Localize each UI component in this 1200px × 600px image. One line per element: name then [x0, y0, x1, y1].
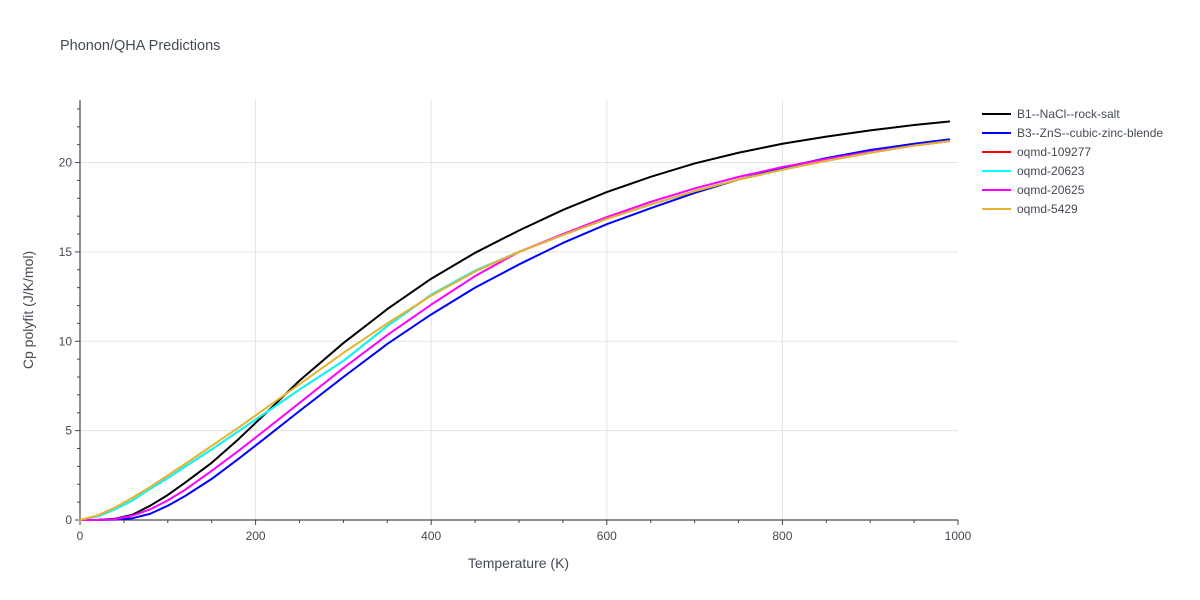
- x-tick-label: 600: [597, 529, 617, 543]
- y-tick-label: 20: [59, 156, 73, 170]
- legend-label-oqmd-20623[interactable]: oqmd-20623: [1017, 164, 1085, 178]
- x-tick-label: 800: [772, 529, 792, 543]
- y-tick-label: 10: [59, 334, 73, 348]
- legend-label-b1-nacl-rock-salt[interactable]: B1--NaCl--rock-salt: [1017, 107, 1120, 121]
- series-lines: [79, 120, 951, 521]
- x-tick-label: 400: [421, 529, 441, 543]
- y-tick-labels: 0 5 10 15 20: [59, 156, 73, 527]
- series-line-b3-zns-cubic-zinc-blende: [79, 138, 951, 521]
- legend-label-oqmd-5429[interactable]: oqmd-5429: [1017, 202, 1078, 216]
- chart-title: Phonon/QHA Predictions: [60, 38, 220, 54]
- y-tick-label: 5: [65, 424, 72, 438]
- legend-label-oqmd-109277[interactable]: oqmd-109277: [1017, 145, 1091, 159]
- legend-label-oqmd-20625[interactable]: oqmd-20625: [1017, 183, 1085, 197]
- series-line-oqmd-5429: [79, 140, 951, 521]
- series-line-oqmd-20625: [79, 140, 951, 521]
- x-tick-label: 0: [77, 529, 84, 543]
- x-tick-label: 200: [246, 529, 266, 543]
- y-tick-label: 15: [59, 245, 73, 259]
- x-tick-label: 1000: [945, 529, 972, 543]
- x-axis-label: Temperature (K): [468, 555, 569, 571]
- y-axis-label: Cp polyfit (J/K/mol): [20, 251, 36, 369]
- x-tick-labels: 0 200 400 600 800 1000: [77, 529, 972, 543]
- y-tick-label: 0: [65, 513, 72, 527]
- legend: B1--NaCl--rock-salt B3--ZnS--cubic-zinc-b…: [982, 107, 1163, 216]
- axes: [75, 100, 959, 525]
- series-line-b1-nacl-rock-salt: [79, 120, 951, 521]
- legend-label-b3-zns-cubic-zinc-blende[interactable]: B3--ZnS--cubic-zinc-blende: [1017, 126, 1163, 140]
